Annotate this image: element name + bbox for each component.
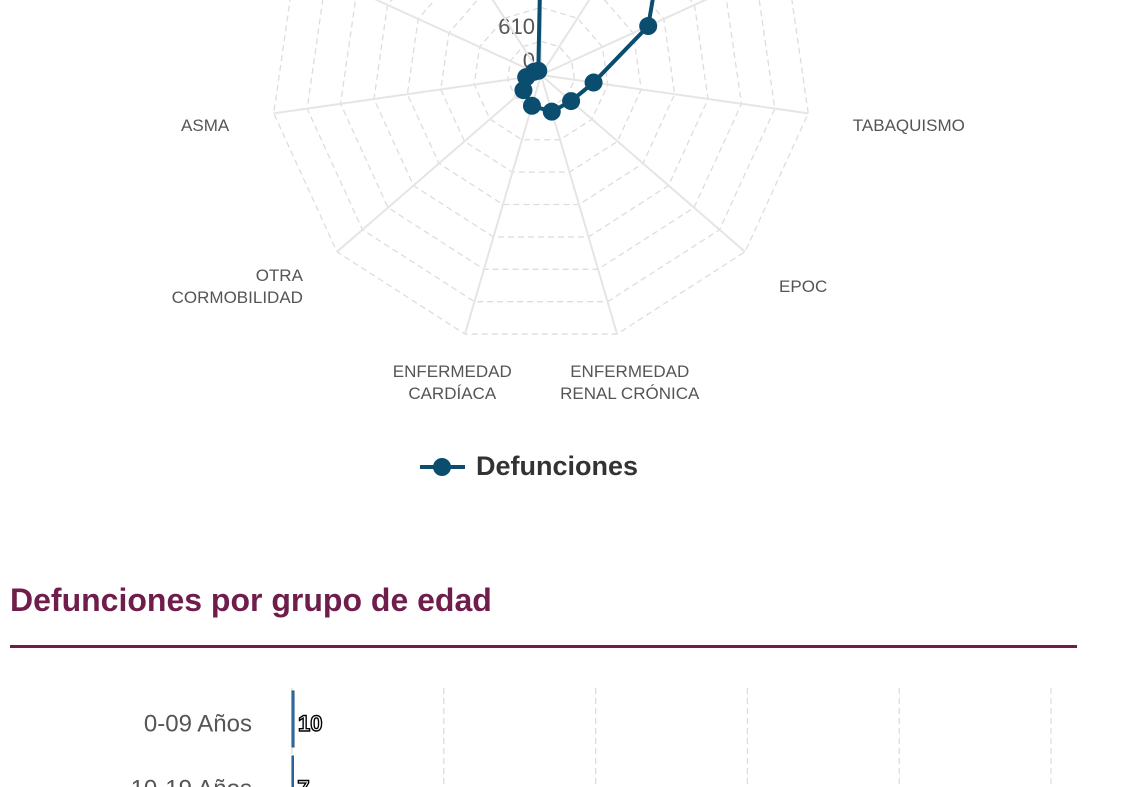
section-title: Defunciones por grupo de edad bbox=[10, 582, 492, 618]
radar-spoke bbox=[491, 0, 542, 76]
data-label: 10 bbox=[298, 711, 322, 736]
category-label: ENFERMEDAD CARDÍACA bbox=[392, 362, 512, 404]
radar-ring bbox=[440, 0, 642, 173]
category-label: ASMA bbox=[181, 115, 230, 135]
y-tick-label: 0-09 Años bbox=[144, 710, 252, 737]
category-label: TABAQUISMO bbox=[852, 115, 965, 135]
radar-ring bbox=[306, 0, 776, 303]
bar bbox=[291, 755, 294, 787]
legend-marker bbox=[433, 458, 451, 476]
category-label: EPOC bbox=[779, 277, 828, 297]
bar bbox=[291, 690, 295, 748]
series-point bbox=[522, 96, 541, 115]
series-point bbox=[542, 102, 561, 121]
category-label: OTRA CORMOBILIDAD bbox=[171, 266, 303, 308]
category-label: ENFERMEDAD RENAL CRÓNICA bbox=[560, 362, 700, 404]
data-label: 7 bbox=[297, 776, 309, 787]
radar-spoke bbox=[540, 0, 708, 76]
radar-spoke bbox=[463, 74, 542, 335]
y-tick-label: 10-19 Años bbox=[131, 775, 252, 787]
series-point bbox=[562, 92, 581, 111]
radar-spoke bbox=[540, 0, 591, 76]
series-point bbox=[529, 61, 548, 80]
series-point bbox=[639, 17, 658, 36]
legend-label: Defunciones bbox=[476, 451, 638, 481]
radar-spoke bbox=[336, 74, 542, 253]
radar-spoke bbox=[273, 74, 542, 115]
section-rule bbox=[10, 645, 1077, 648]
series-point bbox=[584, 73, 603, 92]
radar-spoke bbox=[374, 0, 542, 76]
radar-ring bbox=[373, 0, 709, 238]
